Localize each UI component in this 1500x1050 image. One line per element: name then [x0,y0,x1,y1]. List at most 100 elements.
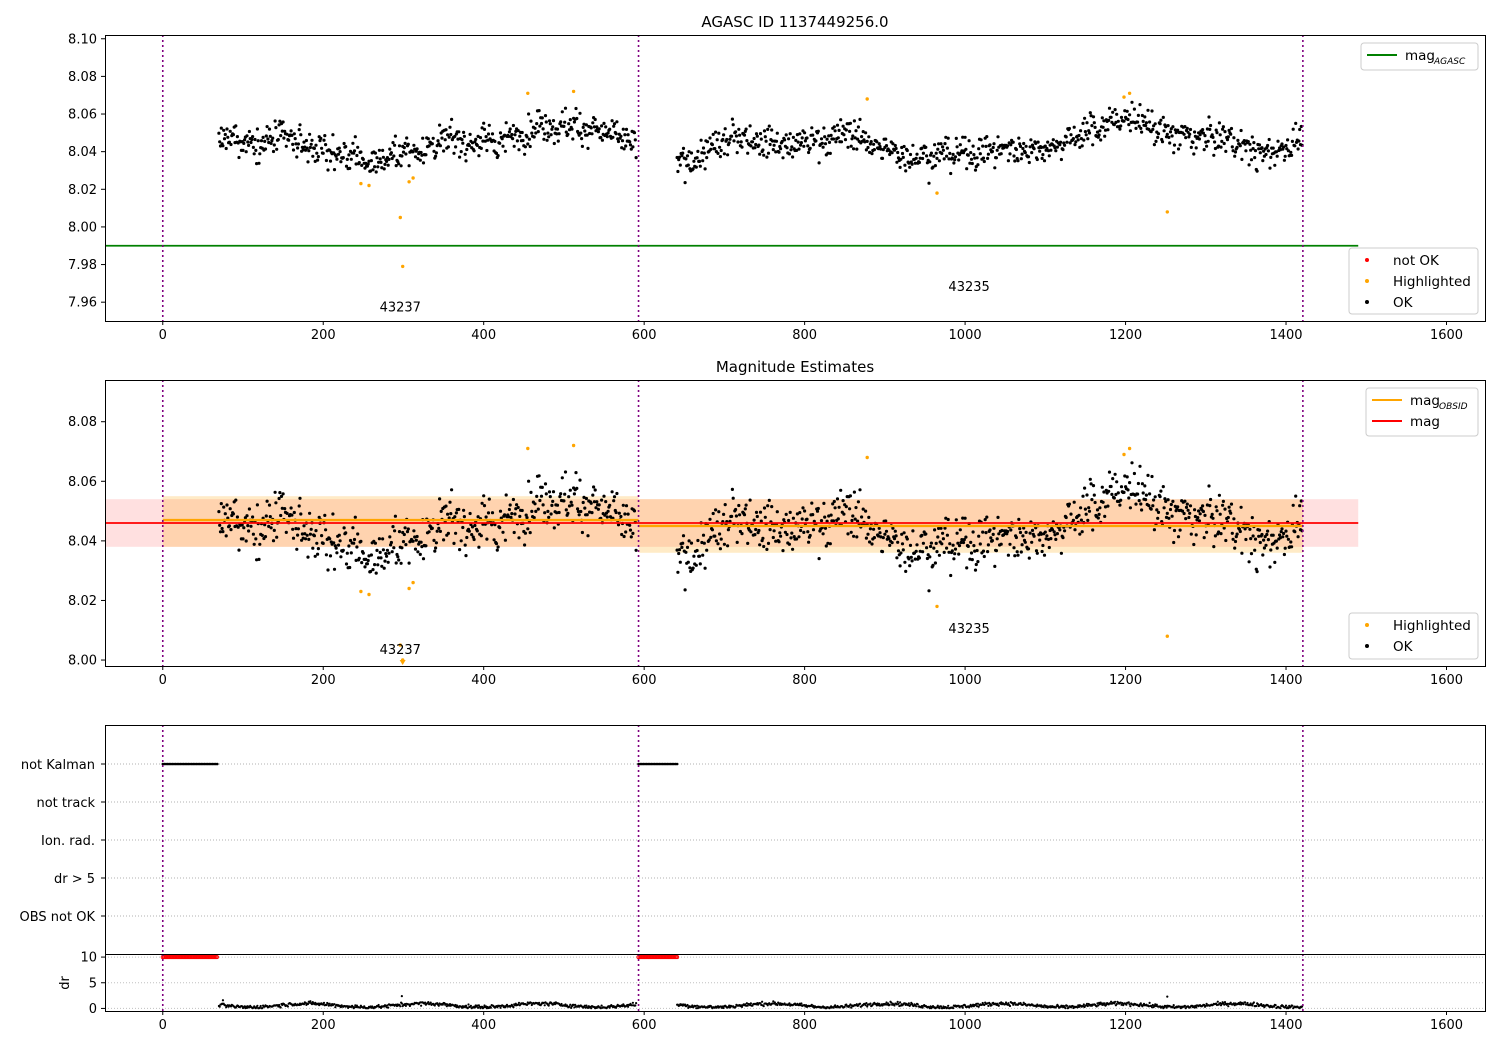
ok-point [442,149,446,153]
ok-point [753,533,757,537]
ok-point [240,523,244,527]
ok-point [731,123,735,127]
ok-point [799,528,803,533]
ok-point [953,158,957,162]
ok-point [1139,502,1143,506]
ok-point [249,524,253,528]
ok-point [1088,477,1092,481]
ok-point [566,511,570,515]
ok-point [1059,140,1063,144]
highlighted-point [359,181,363,186]
ok-point [1091,115,1096,119]
ok-point [765,155,769,159]
ok-point [446,145,450,149]
ok-point [1013,554,1017,558]
ok-point [964,147,968,151]
ok-point [1138,103,1142,107]
ok-point [476,134,480,138]
ok-point [969,551,974,555]
ok-point [820,141,824,145]
ok-point [827,514,831,518]
ok-point [305,533,309,537]
ok-point [297,128,301,132]
dr-point [279,1006,282,1009]
ok-point [971,144,975,148]
ok-point [678,560,682,564]
dr-point [334,1006,337,1009]
dr-point [1232,1002,1235,1005]
ok-point [1253,156,1257,160]
ok-point [970,558,974,562]
ok-point [251,145,255,149]
ok-point [842,512,846,516]
ok-point [253,137,257,142]
ok-point [1046,140,1050,144]
ok-point [377,556,381,560]
ok-point [1076,138,1080,142]
ok-point [1013,159,1017,163]
obsid-label: 43235 [948,622,989,637]
dr-point [686,1003,689,1007]
ok-point [447,135,451,139]
ok-point [908,165,912,169]
ok-point [918,156,922,160]
ok-point [723,503,727,507]
highlighted-point [526,446,530,451]
ok-point [1079,129,1083,133]
ok-point [1160,140,1165,144]
ok-point [472,149,476,153]
ok-point [977,147,981,151]
ok-point [1215,131,1219,135]
ok-point [829,513,833,517]
dr-point [899,1001,902,1004]
ok-point [846,145,850,149]
ok-point [1026,155,1031,159]
ok-point [373,165,377,169]
ok-point [683,181,687,185]
ok-point [458,155,462,159]
ok-point [572,120,577,124]
ok-point [1084,133,1088,137]
ok-point [1290,139,1294,143]
ok-point [367,159,371,163]
ok-point [321,151,325,155]
ok-point [1180,509,1185,513]
ok-point [929,544,933,549]
ok-point [1291,127,1295,131]
ok-point [703,167,707,171]
ok-point [991,532,995,537]
ok-point [419,540,423,544]
ok-point [241,537,245,541]
ok-point [891,526,895,530]
ok-point [863,140,867,144]
dr-point [887,1002,890,1005]
ok-point [1201,509,1205,514]
ok-point [1251,534,1255,538]
dr-point [983,1003,986,1007]
ok-point [527,137,532,141]
dr-point [1151,1003,1154,1007]
ok-point [1022,526,1026,530]
ok-point [684,157,688,161]
ok-point [745,139,749,143]
ok-point [586,146,590,150]
ok-point [1171,125,1175,129]
ok-point [242,526,246,530]
ok-point [931,563,935,568]
ok-point [779,534,783,538]
ok-point [518,134,522,138]
highlighted-point [367,183,371,188]
ok-point [730,134,734,138]
ok-point [1262,538,1266,542]
ok-point [245,134,249,138]
legend-label: mag [1410,414,1440,430]
ok-point [888,543,892,548]
ok-point [267,127,272,131]
ok-point [1194,146,1198,150]
highlighted-point [359,589,363,594]
ok-point [296,533,300,537]
ok-point [1269,548,1273,552]
ok-point [860,515,864,519]
dr-point [1219,1002,1222,1005]
